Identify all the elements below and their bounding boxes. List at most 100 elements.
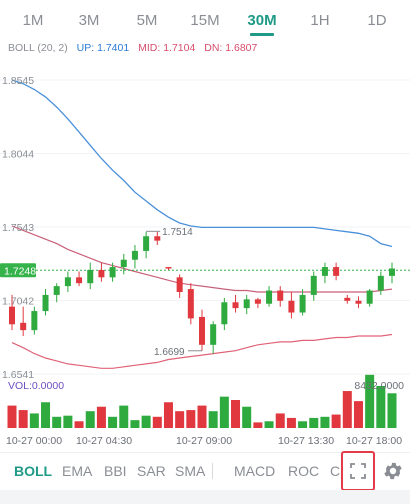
candle — [98, 269, 105, 278]
x-axis-label: 10-27 04:30 — [76, 435, 132, 447]
candle — [377, 275, 384, 291]
candle — [199, 316, 205, 345]
candle — [321, 267, 328, 276]
timeframe-15m[interactable]: 15M — [190, 12, 220, 29]
tab-more[interactable]: C — [330, 463, 341, 479]
candle — [154, 236, 161, 241]
candle — [53, 286, 60, 295]
boll-lower-line — [11, 333, 393, 369]
volume-bar — [219, 396, 229, 428]
tab-macd[interactable]: MACD — [234, 463, 276, 479]
volume-bar — [119, 405, 129, 428]
volume-bar — [7, 405, 17, 428]
legend-lower-band: DN: 1.6807 — [204, 42, 258, 54]
volume-bar — [231, 400, 241, 428]
volume-bar — [85, 411, 95, 428]
timeframe-bar: 1M 3M 5M 15M 30M 1H 1D — [0, 0, 410, 36]
x-axis-label: 10-27 09:00 — [176, 435, 232, 447]
candle — [131, 250, 138, 260]
tab-divider — [212, 463, 213, 479]
x-axis-label: 10-27 13:30 — [278, 435, 334, 447]
volume-bar — [208, 411, 218, 428]
y-tick-label: 1.7543 — [2, 222, 34, 234]
legend-upper-band: UP: 1.7401 — [76, 42, 130, 54]
candles — [9, 231, 395, 354]
bollinger-bands — [0, 79, 410, 369]
price-annotations: 1.7514 1.6699 — [146, 227, 202, 358]
volume-label: VOL:0.0000 — [8, 380, 65, 392]
high-annotation-label: 1.7514 — [162, 227, 193, 238]
tab-sar[interactable]: SAR — [137, 463, 166, 479]
volume-bar — [52, 416, 62, 428]
candle — [143, 236, 150, 251]
volume-bar — [320, 416, 330, 428]
legend-indicator-name: BOLL (20, 2) — [8, 42, 68, 54]
candle — [87, 269, 94, 284]
candle — [109, 267, 116, 278]
volume-bar — [309, 417, 319, 428]
candlestick-chart[interactable]: 1.7514 1.6699 1.8545 1.8044 1.7543 1.7042 1.6… — [0, 56, 410, 452]
volume-bar — [253, 422, 263, 428]
candle — [299, 294, 306, 313]
timeframe-1m[interactable]: 1M — [22, 12, 44, 29]
candle — [344, 297, 351, 301]
x-axis-labels: 10-27 00:00 10-27 04:30 10-27 09:00 10-27 1… — [6, 435, 402, 447]
volume-bars — [7, 374, 397, 428]
fullscreen-button[interactable] — [341, 451, 375, 491]
tab-ema[interactable]: EMA — [62, 463, 93, 479]
volume-bar — [63, 415, 73, 428]
bottom-strip — [0, 490, 410, 504]
y-axis-labels: 1.8545 1.8044 1.7543 1.7042 1.6541 1.7248 — [0, 75, 36, 381]
gear-icon[interactable] — [382, 460, 404, 482]
volume-bar — [197, 405, 207, 428]
volume-bar — [342, 391, 352, 428]
candle — [288, 300, 295, 313]
candle — [266, 290, 273, 304]
candle — [20, 322, 27, 331]
timeframe-5m[interactable]: 5M — [136, 12, 158, 29]
timeframe-3m[interactable]: 3M — [78, 12, 100, 29]
volume-bar — [108, 416, 118, 428]
volume-bar — [242, 406, 252, 428]
volume-bar — [186, 410, 196, 428]
tab-roc[interactable]: ROC — [288, 463, 320, 479]
last-price-label: 1.7248 — [4, 265, 36, 277]
volume-bar — [29, 413, 39, 428]
boll-middle-line — [11, 225, 393, 293]
volume-bar — [141, 415, 151, 428]
candle — [254, 299, 261, 304]
tab-sma[interactable]: SMA — [175, 463, 206, 479]
volume-bar — [286, 417, 296, 428]
active-timeframe-indicator — [250, 33, 274, 36]
y-tick-label: 1.8044 — [2, 149, 34, 161]
candle — [42, 294, 49, 312]
tab-boll[interactable]: BOLL — [14, 463, 53, 479]
timeframe-1d[interactable]: 1D — [367, 12, 387, 29]
y-tick-label: 1.7042 — [2, 296, 34, 308]
low-annotation-label: 1.6699 — [154, 347, 185, 358]
candle — [187, 289, 194, 319]
volume-max-label: 8432.0000 — [354, 380, 404, 392]
x-axis-label: 10-27 18:00 — [346, 435, 402, 447]
timeframe-30m[interactable]: 30M — [247, 12, 277, 29]
candle — [389, 268, 395, 276]
candle — [333, 267, 340, 276]
last-price-tag — [0, 263, 36, 278]
candle — [366, 290, 373, 304]
x-axis-label: 10-27 00:00 — [6, 435, 62, 447]
timeframe-1h[interactable]: 1H — [310, 12, 330, 29]
volume-bar — [74, 421, 84, 428]
volume-bar — [96, 406, 106, 428]
candle — [355, 300, 362, 304]
candle — [243, 299, 250, 309]
tab-bbi[interactable]: BBI — [104, 463, 127, 479]
volume-bar — [298, 421, 308, 428]
indicator-tabs: BOLL EMA BBI SAR SMA MACD ROC C — [0, 452, 410, 488]
volume-bar — [175, 411, 185, 428]
volume-bar — [353, 401, 363, 428]
candle — [277, 290, 284, 301]
candle — [221, 302, 228, 325]
volume-bar — [41, 402, 51, 428]
candle — [120, 259, 127, 268]
candle — [232, 302, 239, 309]
